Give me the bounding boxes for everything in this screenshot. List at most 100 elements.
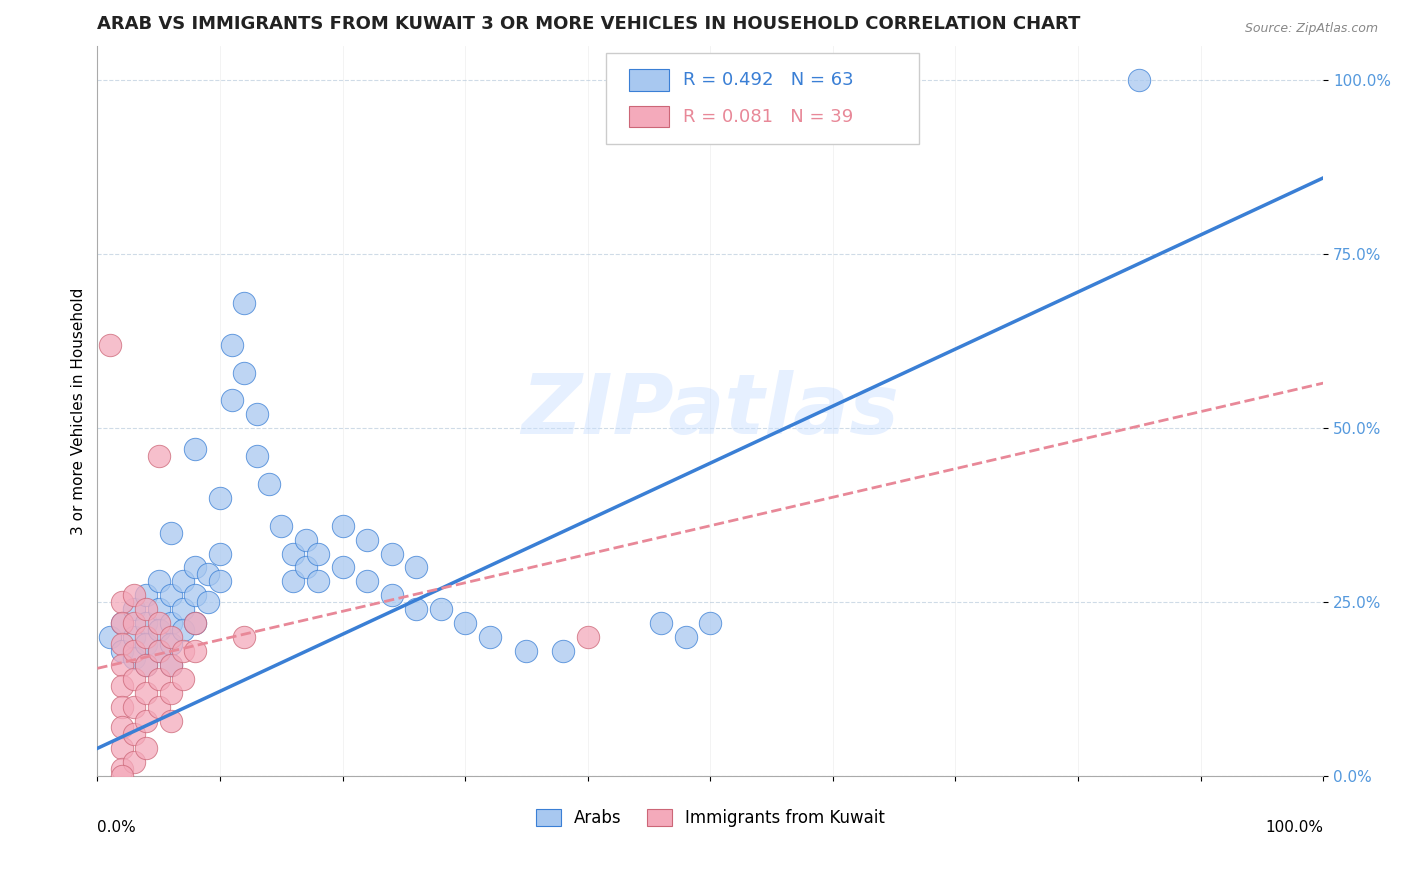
Point bbox=[208, 574, 231, 589]
Point bbox=[111, 637, 134, 651]
Point bbox=[650, 616, 672, 631]
Point bbox=[699, 616, 721, 631]
Point bbox=[221, 338, 243, 352]
Text: R = 0.081   N = 39: R = 0.081 N = 39 bbox=[683, 108, 853, 126]
Point bbox=[233, 296, 256, 310]
Point bbox=[208, 547, 231, 561]
Point bbox=[883, 73, 905, 87]
FancyBboxPatch shape bbox=[630, 105, 669, 128]
Point bbox=[111, 657, 134, 672]
Point bbox=[148, 574, 170, 589]
Point bbox=[111, 762, 134, 776]
Point bbox=[122, 644, 145, 658]
Point bbox=[172, 672, 194, 686]
Point bbox=[148, 623, 170, 637]
Point bbox=[160, 637, 183, 651]
Point bbox=[294, 560, 316, 574]
Point bbox=[356, 533, 378, 547]
Point bbox=[111, 699, 134, 714]
Point bbox=[246, 449, 269, 463]
Point bbox=[135, 741, 157, 756]
Point bbox=[184, 644, 207, 658]
Point bbox=[233, 366, 256, 380]
Point bbox=[122, 588, 145, 602]
Point bbox=[111, 616, 134, 631]
Point bbox=[111, 741, 134, 756]
Point bbox=[160, 525, 183, 540]
Point bbox=[135, 616, 157, 631]
Point bbox=[160, 657, 183, 672]
Point bbox=[381, 588, 404, 602]
Point bbox=[148, 602, 170, 616]
Point bbox=[122, 727, 145, 741]
Point bbox=[135, 657, 157, 672]
Point bbox=[111, 679, 134, 693]
Point bbox=[135, 637, 157, 651]
Point bbox=[122, 616, 145, 631]
Point bbox=[257, 477, 280, 491]
Y-axis label: 3 or more Vehicles in Household: 3 or more Vehicles in Household bbox=[72, 287, 86, 534]
Point bbox=[221, 393, 243, 408]
Point bbox=[429, 602, 451, 616]
Point bbox=[111, 644, 134, 658]
Point bbox=[122, 756, 145, 770]
Point bbox=[405, 602, 427, 616]
Point bbox=[356, 574, 378, 589]
Point bbox=[148, 616, 170, 631]
FancyBboxPatch shape bbox=[606, 53, 918, 145]
Text: ARAB VS IMMIGRANTS FROM KUWAIT 3 OR MORE VEHICLES IN HOUSEHOLD CORRELATION CHART: ARAB VS IMMIGRANTS FROM KUWAIT 3 OR MORE… bbox=[97, 15, 1081, 33]
Point bbox=[122, 602, 145, 616]
Point bbox=[553, 644, 575, 658]
Point bbox=[454, 616, 477, 631]
Point bbox=[160, 686, 183, 700]
Point bbox=[283, 574, 305, 589]
Point bbox=[135, 630, 157, 644]
Point bbox=[478, 630, 501, 644]
Point bbox=[576, 630, 599, 644]
Point bbox=[135, 714, 157, 728]
Point bbox=[135, 686, 157, 700]
Point bbox=[172, 574, 194, 589]
Point bbox=[111, 595, 134, 609]
Point bbox=[148, 699, 170, 714]
Point bbox=[515, 644, 537, 658]
Text: Source: ZipAtlas.com: Source: ZipAtlas.com bbox=[1244, 22, 1378, 36]
Point bbox=[184, 442, 207, 457]
Point bbox=[122, 699, 145, 714]
Point bbox=[675, 630, 697, 644]
Point bbox=[307, 574, 329, 589]
Point bbox=[184, 588, 207, 602]
Point bbox=[111, 721, 134, 735]
Point bbox=[135, 588, 157, 602]
Point bbox=[246, 408, 269, 422]
Point bbox=[148, 672, 170, 686]
Point bbox=[160, 588, 183, 602]
Point bbox=[307, 547, 329, 561]
Point bbox=[197, 595, 219, 609]
Point bbox=[405, 560, 427, 574]
Point bbox=[184, 560, 207, 574]
FancyBboxPatch shape bbox=[630, 69, 669, 91]
Point bbox=[122, 651, 145, 665]
Point bbox=[332, 518, 354, 533]
Text: R = 0.492   N = 63: R = 0.492 N = 63 bbox=[683, 71, 853, 89]
Point bbox=[208, 491, 231, 505]
Text: 0.0%: 0.0% bbox=[97, 820, 136, 835]
Point bbox=[122, 630, 145, 644]
Text: ZIPatlas: ZIPatlas bbox=[522, 370, 900, 451]
Point bbox=[111, 769, 134, 783]
Point bbox=[122, 672, 145, 686]
Point bbox=[283, 547, 305, 561]
Point bbox=[184, 616, 207, 631]
Point bbox=[135, 602, 157, 616]
Point bbox=[148, 449, 170, 463]
Point bbox=[197, 567, 219, 582]
Point bbox=[172, 623, 194, 637]
Legend: Arabs, Immigrants from Kuwait: Arabs, Immigrants from Kuwait bbox=[529, 802, 891, 834]
Point bbox=[160, 714, 183, 728]
Point bbox=[98, 338, 121, 352]
Point bbox=[111, 616, 134, 631]
Point bbox=[184, 616, 207, 631]
Point bbox=[1128, 73, 1150, 87]
Point bbox=[233, 630, 256, 644]
